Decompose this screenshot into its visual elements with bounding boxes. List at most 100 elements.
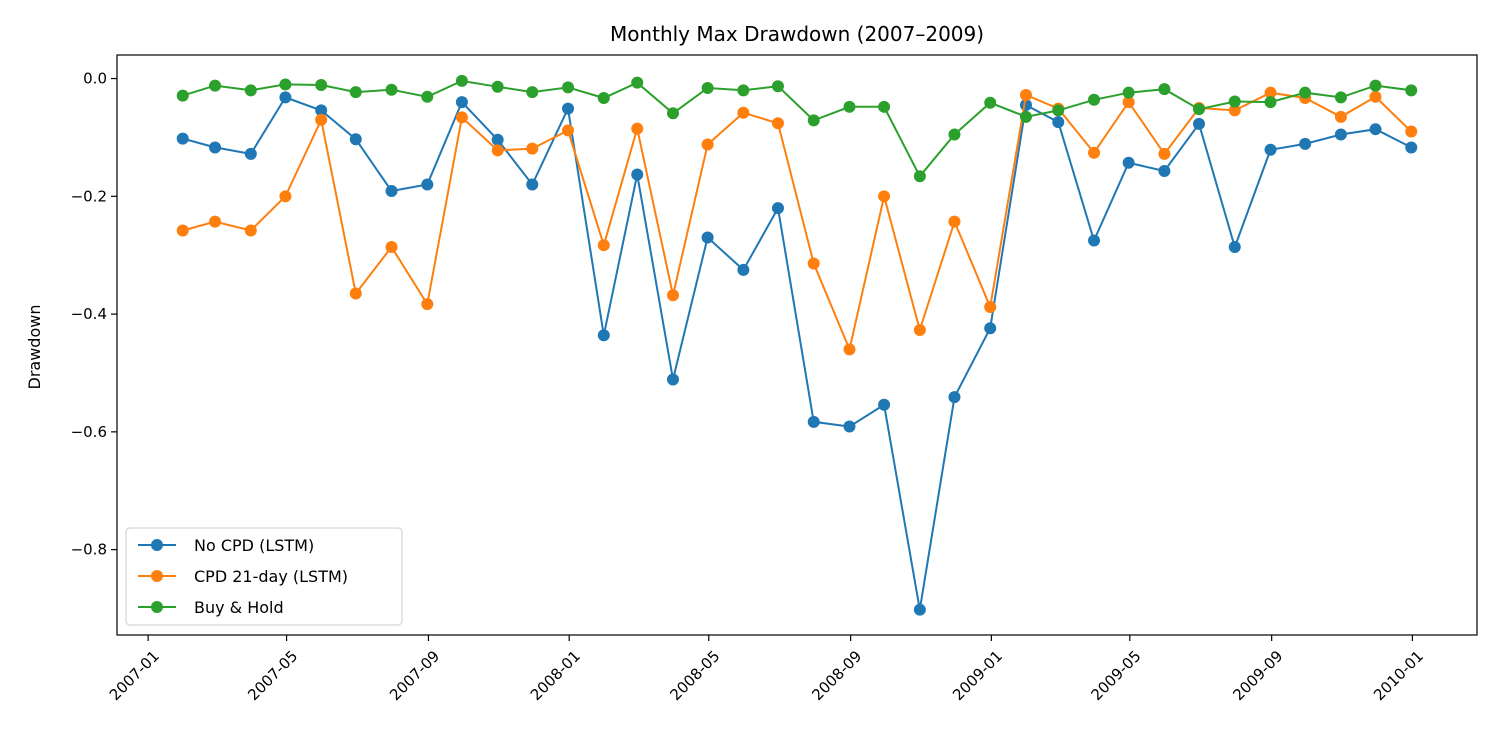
plot-frame xyxy=(116,54,1478,636)
data-point xyxy=(1088,93,1101,106)
data-point xyxy=(878,190,891,203)
data-point xyxy=(315,113,328,126)
data-point xyxy=(631,168,644,181)
legend-box xyxy=(125,527,403,626)
data-point xyxy=(315,79,328,92)
data-point xyxy=(701,231,714,244)
data-point xyxy=(737,84,750,97)
data-point xyxy=(1369,123,1382,136)
legend-label: No CPD (LSTM) xyxy=(194,536,314,555)
data-point xyxy=(701,138,714,151)
legend-label: CPD 21-day (LSTM) xyxy=(194,567,348,586)
data-point xyxy=(948,391,961,404)
data-point xyxy=(737,263,750,276)
data-point xyxy=(209,215,222,228)
data-point xyxy=(455,74,468,87)
data-point xyxy=(948,128,961,141)
series-2 xyxy=(176,74,1418,183)
data-point xyxy=(421,90,434,103)
data-point xyxy=(666,289,679,302)
data-point xyxy=(984,322,997,335)
data-point xyxy=(771,202,784,215)
data-point xyxy=(1088,234,1101,247)
data-point xyxy=(1264,96,1277,109)
legend-label: Buy & Hold xyxy=(194,598,284,617)
data-point xyxy=(1122,86,1135,99)
data-point xyxy=(843,100,856,113)
data-point xyxy=(1299,86,1312,99)
x-tick-label: 2009-05 xyxy=(1087,647,1144,704)
y-tick-label: −0.4 xyxy=(71,305,107,323)
legend-marker xyxy=(151,570,163,582)
data-point xyxy=(491,80,504,93)
data-point xyxy=(948,215,961,228)
data-point xyxy=(1158,83,1171,96)
data-point xyxy=(807,257,820,270)
data-point xyxy=(526,86,539,99)
x-tick-label: 2007-05 xyxy=(244,647,301,704)
data-point xyxy=(209,79,222,92)
data-point xyxy=(421,298,434,311)
data-point xyxy=(701,81,714,94)
data-point xyxy=(1193,117,1206,130)
data-point xyxy=(1052,116,1065,129)
data-point xyxy=(913,323,926,336)
data-point xyxy=(843,420,856,433)
data-point xyxy=(843,343,856,356)
data-point xyxy=(807,114,820,127)
data-point xyxy=(666,107,679,120)
data-point xyxy=(1019,89,1032,102)
data-point xyxy=(1122,96,1135,109)
y-axis: 0.0 −0.2 −0.4 −0.6 −0.8 xyxy=(71,70,117,559)
data-point xyxy=(1405,84,1418,97)
data-point xyxy=(1334,128,1347,141)
series-layer xyxy=(176,74,1418,616)
data-point xyxy=(597,91,610,104)
y-tick-label: 0.0 xyxy=(83,70,107,88)
data-point xyxy=(349,287,362,300)
data-point xyxy=(1405,125,1418,138)
data-point xyxy=(771,80,784,93)
data-point xyxy=(279,190,292,203)
data-point xyxy=(1369,90,1382,103)
x-tick-label: 2008-09 xyxy=(808,647,865,704)
data-point xyxy=(597,329,610,342)
legend: No CPD (LSTM) CPD 21-day (LSTM) Buy & Hold xyxy=(125,527,403,626)
data-point xyxy=(666,373,679,386)
data-point xyxy=(1334,91,1347,104)
data-point xyxy=(176,89,189,102)
data-point xyxy=(421,178,434,191)
data-point xyxy=(244,84,257,97)
data-point xyxy=(244,224,257,237)
data-point xyxy=(1052,104,1065,117)
data-point xyxy=(1299,137,1312,150)
data-point xyxy=(526,142,539,155)
data-point xyxy=(491,133,504,146)
data-point xyxy=(1334,110,1347,123)
x-tick-label: 2007-01 xyxy=(106,647,163,704)
x-axis: 2007-01 2007-05 2007-09 2008-01 2008-05 2008-… xyxy=(106,635,1427,704)
data-point xyxy=(562,81,575,94)
data-point xyxy=(455,96,468,109)
x-tick-label: 2009-01 xyxy=(949,647,1006,704)
x-tick-label: 2009-09 xyxy=(1229,647,1286,704)
data-point xyxy=(1193,103,1206,116)
data-point xyxy=(1228,104,1241,117)
data-point xyxy=(878,100,891,113)
data-point xyxy=(1158,147,1171,160)
y-axis-label: Drawdown xyxy=(25,305,44,390)
x-tick-label: 2008-01 xyxy=(527,647,584,704)
data-point xyxy=(209,141,222,154)
data-point xyxy=(771,117,784,130)
legend-marker xyxy=(151,601,163,613)
data-point xyxy=(176,132,189,145)
x-tick-label: 2007-09 xyxy=(386,647,443,704)
data-point xyxy=(1369,79,1382,92)
data-point xyxy=(878,398,891,411)
y-tick-label: −0.6 xyxy=(71,423,107,441)
data-point xyxy=(455,111,468,124)
data-point xyxy=(1405,141,1418,154)
x-tick-label: 2010-01 xyxy=(1370,647,1427,704)
data-point xyxy=(913,603,926,616)
data-point xyxy=(279,78,292,91)
